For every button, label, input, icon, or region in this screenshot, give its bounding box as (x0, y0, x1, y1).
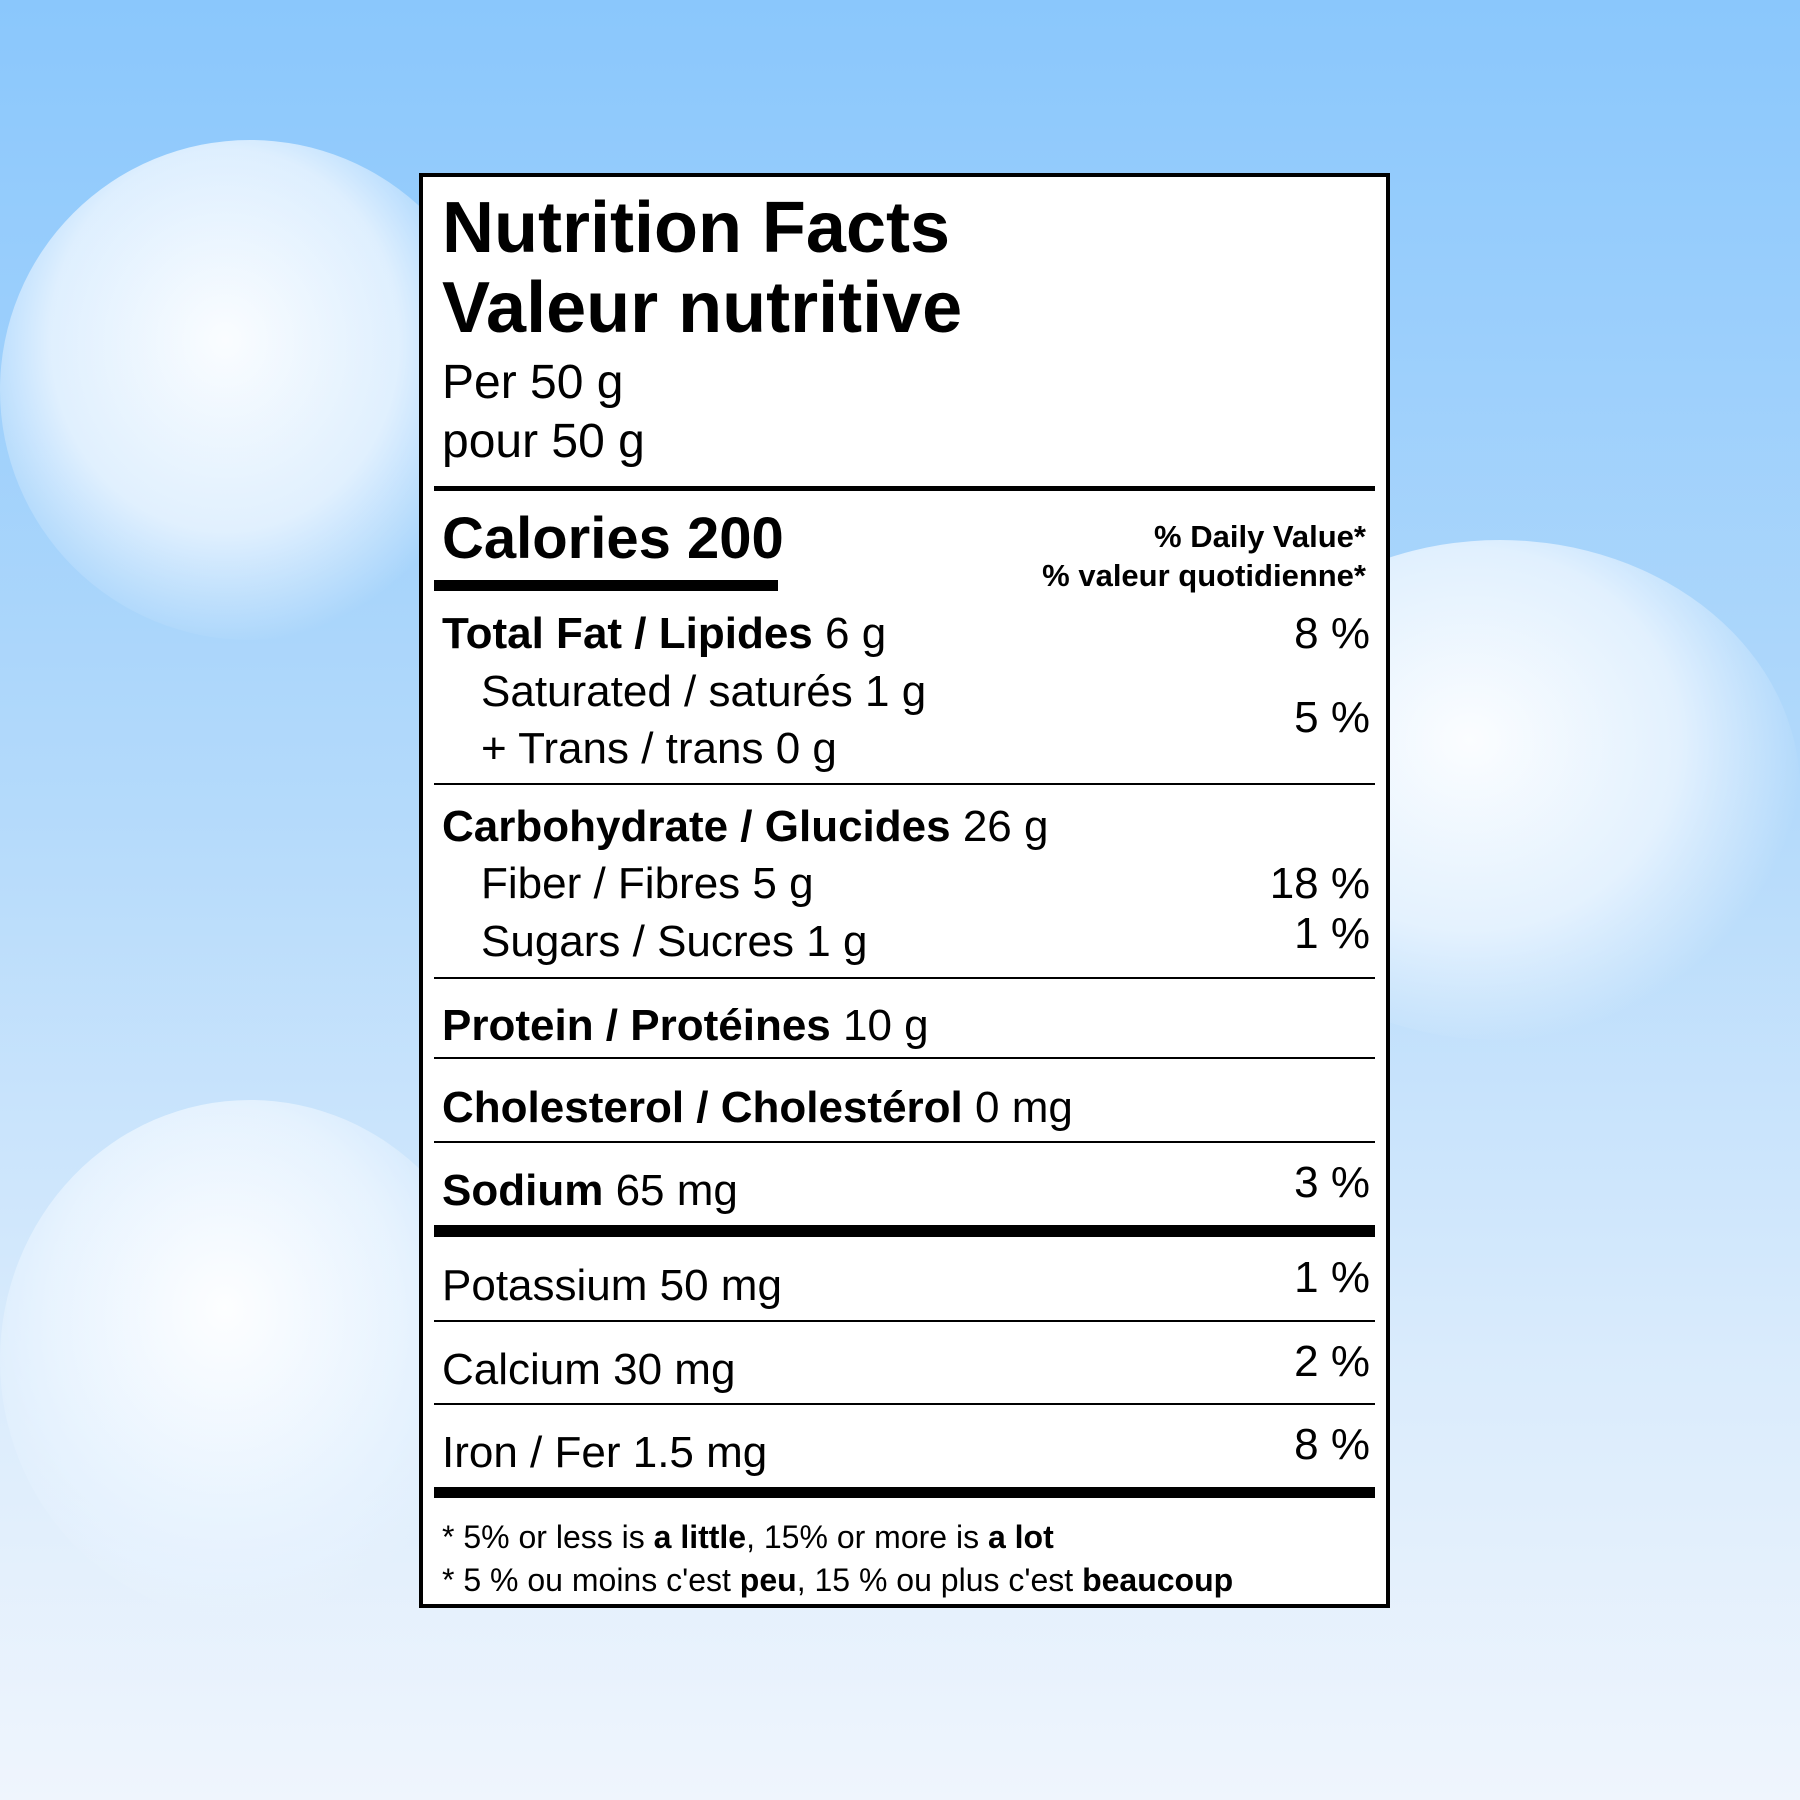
thick-divider (434, 1487, 1375, 1498)
row-protein: Protein / Protéines 10 g (442, 1001, 929, 1050)
divider (434, 1320, 1375, 1322)
row-carbohydrate: Carbohydrate / Glucides 26 g (442, 802, 1049, 851)
footnote-fr: * 5 % ou moins c'est peu, 15 % ou plus c… (442, 1562, 1234, 1598)
dv-sodium: 3 % (1294, 1158, 1370, 1207)
row-trans: + Trans / trans 0 g (481, 724, 837, 773)
cloud-top-left (0, 140, 500, 640)
serving-en: Per 50 g (442, 356, 624, 409)
divider (434, 1141, 1375, 1143)
divider (434, 977, 1375, 979)
row-total-fat: Total Fat / Lipides 6 g (442, 609, 887, 658)
footnote-en: * 5% or less is a little, 15% or more is… (442, 1519, 1054, 1555)
dv-sugars: 1 % (1294, 909, 1370, 958)
row-sodium: Sodium 65 mg (442, 1166, 738, 1215)
row-saturated: Saturated / saturés 1 g (481, 667, 927, 716)
serving-fr: pour 50 g (442, 415, 645, 468)
calories-label: Calories (442, 506, 671, 571)
dv-saturated-trans: 5 % (1294, 693, 1370, 742)
row-cholesterol: Cholesterol / Cholestérol 0 mg (442, 1083, 1073, 1132)
divider (434, 1403, 1375, 1405)
daily-value-header-en: % Daily Value* (1154, 519, 1366, 554)
calories: Calories 200 (442, 510, 784, 568)
dv-calcium: 2 % (1294, 1337, 1370, 1386)
thick-divider (434, 1225, 1375, 1237)
cloud-bottom-left (0, 1100, 500, 1620)
title-en: Nutrition Facts (442, 188, 951, 268)
dv-fiber: 18 % (1269, 859, 1370, 908)
divider (434, 1057, 1375, 1059)
title-fr: Valeur nutritive (442, 268, 963, 348)
dv-potassium: 1 % (1294, 1253, 1370, 1302)
row-calcium: Calcium 30 mg (442, 1345, 736, 1394)
row-potassium: Potassium 50 mg (442, 1261, 782, 1310)
thick-divider (434, 486, 1375, 491)
row-sugars: Sugars / Sucres 1 g (481, 917, 868, 966)
row-iron: Iron / Fer 1.5 mg (442, 1428, 768, 1477)
daily-value-header-fr: % valeur quotidienne* (1042, 558, 1366, 593)
divider (434, 783, 1375, 785)
calories-value: 200 (687, 506, 784, 571)
calories-bar (434, 580, 778, 591)
dv-iron: 8 % (1294, 1420, 1370, 1469)
nutrition-facts-label: Nutrition Facts Valeur nutritive Per 50 … (419, 173, 1390, 1608)
dv-total-fat: 8 % (1294, 609, 1370, 658)
row-fiber: Fiber / Fibres 5 g (481, 859, 814, 908)
